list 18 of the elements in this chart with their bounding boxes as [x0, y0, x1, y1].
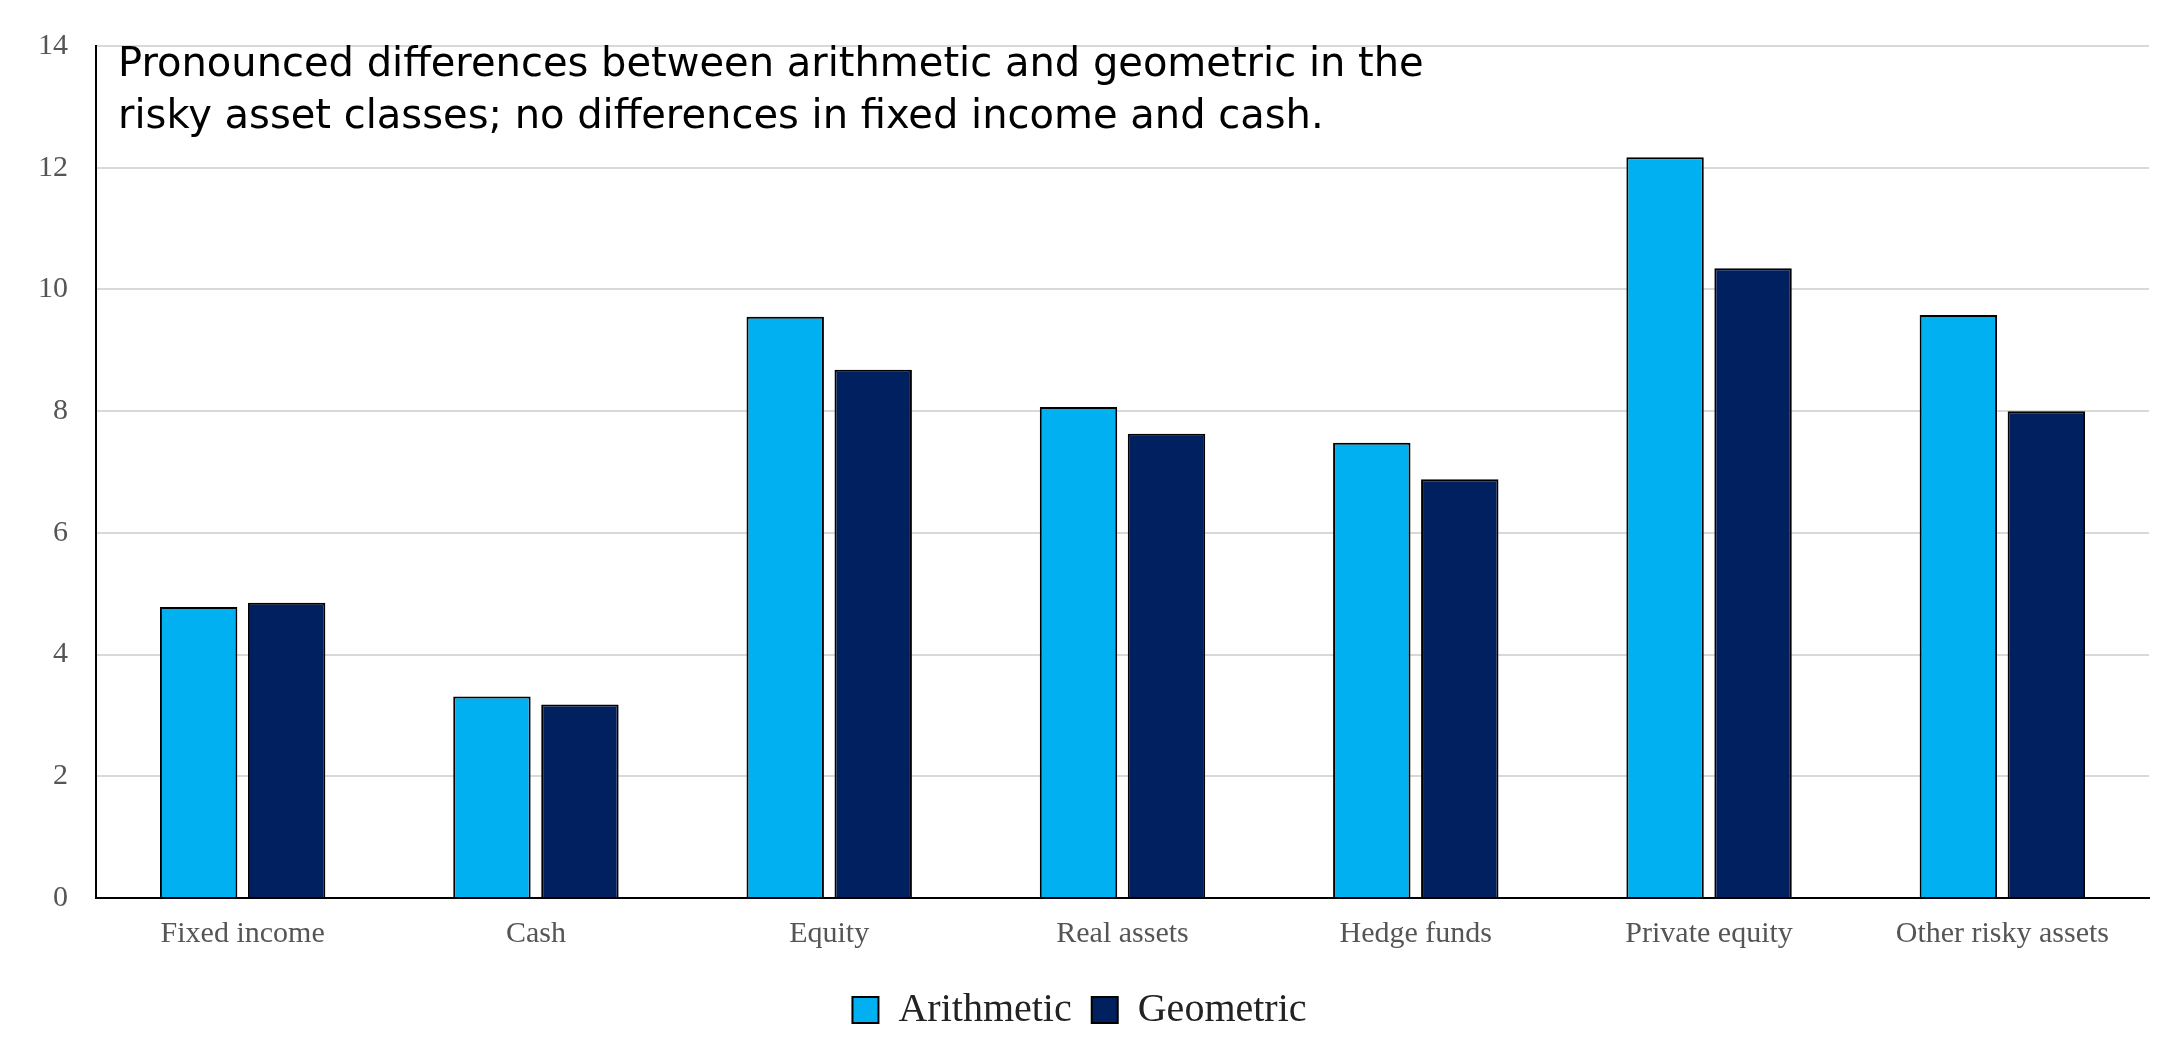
- y-tick-label: 2: [53, 757, 68, 791]
- y-tick-label: 0: [53, 878, 68, 912]
- legend-label: Arithmetic: [898, 984, 1072, 1030]
- y-tick-label: 12: [38, 148, 68, 182]
- y-tick-label: 6: [53, 513, 68, 547]
- y-tick-label: 10: [38, 270, 68, 304]
- x-tick-label: Other risky assets: [1895, 914, 2110, 948]
- x-tick-label: Cash: [505, 914, 566, 948]
- legend-label: Geometric: [1137, 984, 1307, 1030]
- annotation: Pronounced differences between arithmetic and geometric in the risky asset classes; no differences in fixed income and cash.: [118, 38, 1425, 139]
- x-tick-label: Hedge funds: [1339, 914, 1493, 948]
- y-tick-label: 8: [53, 392, 68, 426]
- x-tick-label: Fixed income: [160, 914, 325, 948]
- y-tick-label: 14: [38, 26, 68, 60]
- x-tick-label: Equity: [789, 914, 870, 948]
- x-tick-label: Private equity: [1625, 914, 1793, 948]
- x-tick-label: Real assets: [1056, 914, 1189, 948]
- y-tick-label: 4: [53, 635, 68, 669]
